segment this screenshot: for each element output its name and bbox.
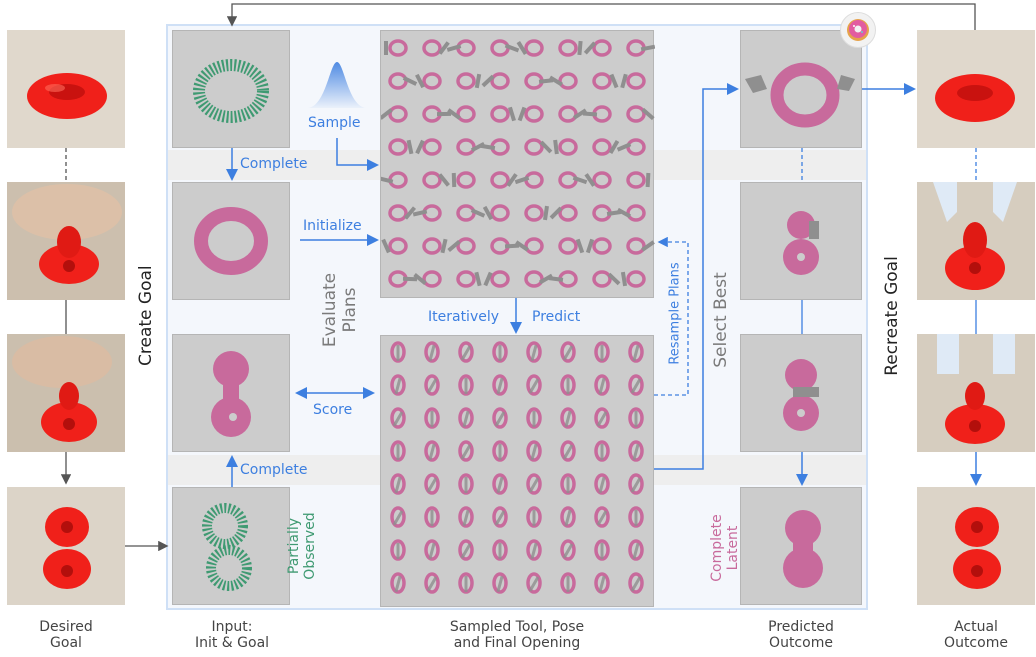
caption-desired-goal: Desired Goal	[39, 619, 93, 651]
actual-outcome-photo-1	[917, 30, 1035, 148]
donut-icon	[840, 12, 876, 48]
desired-goal-photo-3	[7, 334, 125, 452]
partially-observed-label: Partially Observed	[286, 512, 318, 580]
caption-input: Input: Init & Goal	[194, 619, 270, 651]
actual-outcome-photo-2	[917, 182, 1035, 300]
evaluate-plans-label: Evaluate Plans	[320, 272, 360, 348]
resample-plans-label: Resample Plans	[667, 262, 683, 365]
complete-label-top: Complete	[240, 156, 308, 172]
desired-goal-photo-1	[7, 30, 125, 148]
caption-actual: Actual Outcome	[944, 619, 1008, 651]
goal-pointcloud-panel	[172, 487, 290, 605]
select-best-label: Select Best	[711, 272, 731, 368]
predicted-step-1-panel	[740, 182, 862, 300]
predict-label: Predict	[532, 309, 581, 325]
desired-goal-photo-2	[7, 182, 125, 300]
actual-outcome-photo-4	[917, 487, 1035, 605]
predicted-plans-grid	[380, 335, 654, 607]
create-goal-label: Create Goal	[136, 265, 156, 366]
score-label: Score	[313, 402, 353, 418]
init-latent-panel	[172, 182, 290, 300]
predicted-final-panel	[740, 487, 862, 605]
recreate-goal-label: Recreate Goal	[882, 256, 902, 376]
caption-predicted: Predicted Outcome	[768, 619, 834, 651]
desired-goal-photo-4	[7, 487, 125, 605]
init-pointcloud-panel	[172, 30, 290, 148]
sampled-plans-grid	[380, 30, 655, 298]
sample-label: Sample	[308, 115, 361, 131]
predicted-step-2-panel	[740, 334, 862, 452]
initialize-label: Initialize	[303, 218, 362, 234]
predicted-best-panel	[740, 30, 862, 148]
complete-latent-label: Complete Latent	[709, 514, 741, 582]
goal-latent-panel	[172, 334, 290, 452]
actual-outcome-photo-3	[917, 334, 1035, 452]
complete-label-bottom: Complete	[240, 462, 308, 478]
caption-sampled: Sampled Tool, Pose and Final Opening	[449, 619, 585, 651]
iteratively-label: Iteratively	[428, 309, 500, 325]
